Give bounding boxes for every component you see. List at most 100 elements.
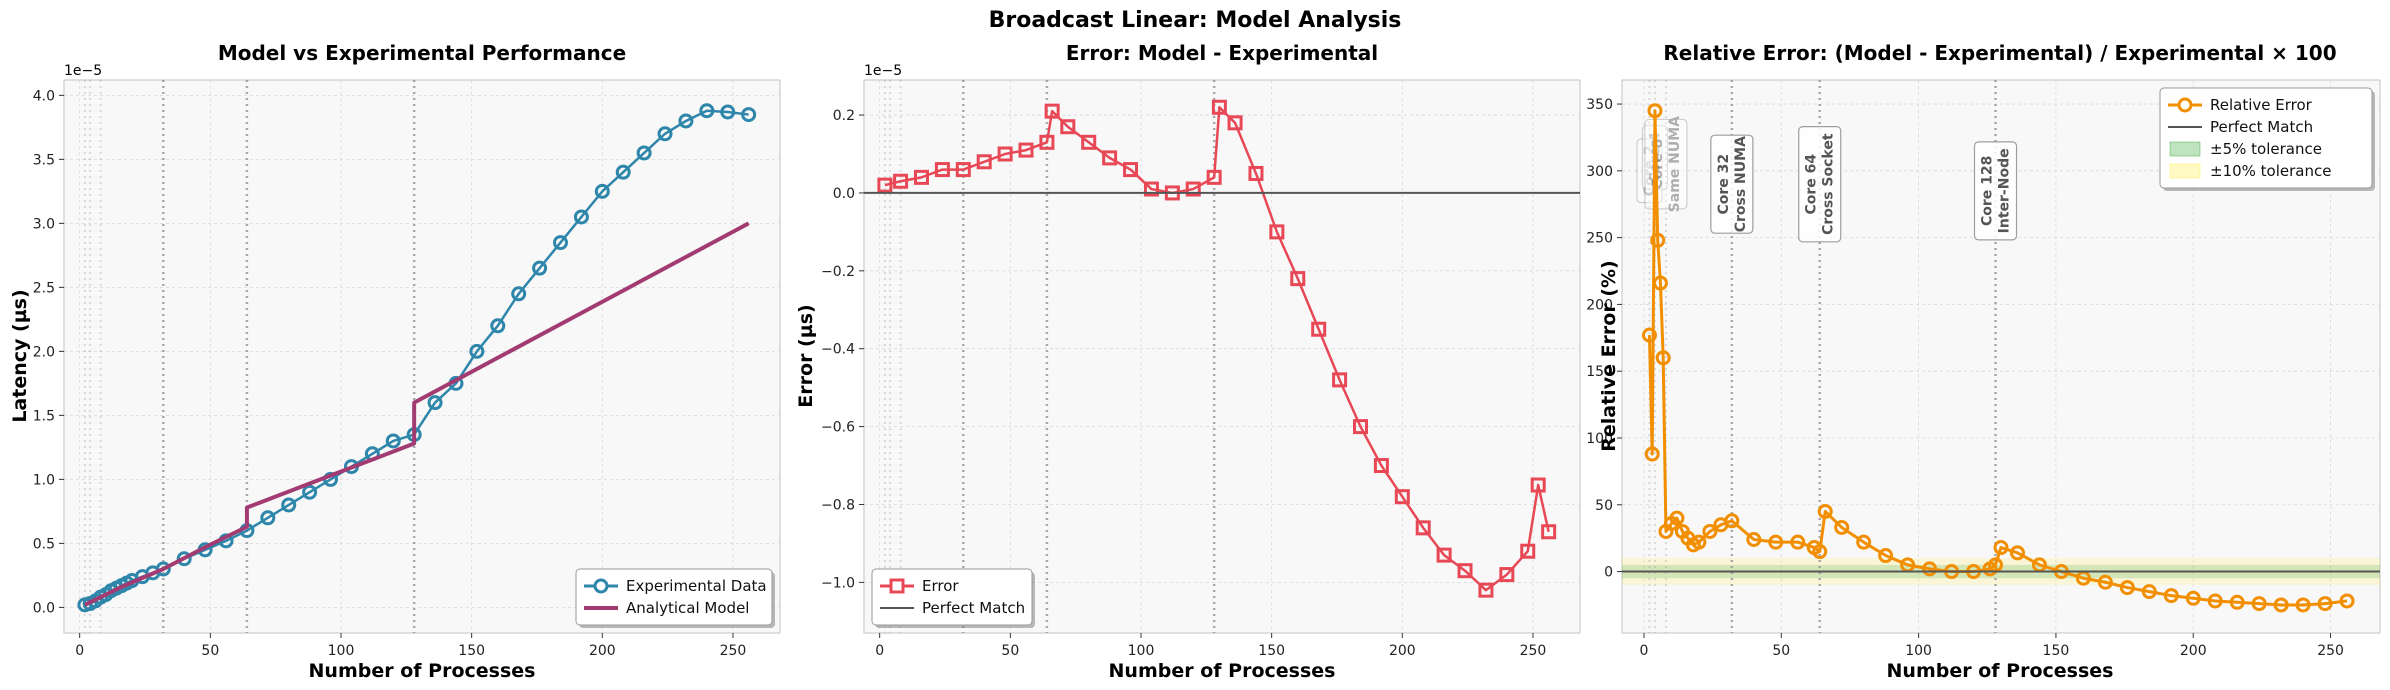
data-point <box>720 104 736 120</box>
data-point <box>1436 547 1452 563</box>
data-point <box>302 484 318 500</box>
data-point <box>976 154 992 170</box>
data-point <box>678 113 694 129</box>
legend-label: Analytical Model <box>626 599 749 617</box>
legend-label: Experimental Data <box>626 577 767 595</box>
x-tick-label: 250 <box>2317 643 2344 659</box>
legend-label: Error <box>922 577 959 595</box>
y-tick-label: 100 <box>1586 431 1613 447</box>
legend-box <box>2159 87 2373 189</box>
topology-marker-box <box>1710 134 1754 234</box>
data-point <box>1856 534 1872 550</box>
series <box>77 103 757 613</box>
data-point <box>573 209 589 225</box>
y-tick-label: −0.8 <box>821 497 855 513</box>
data-point <box>1724 513 1740 529</box>
y-axis-label: Relative Error (%) <box>1598 260 1620 452</box>
data-point <box>469 343 485 359</box>
legend: Error Perfect Match <box>871 568 1035 628</box>
legend-label: Perfect Match <box>922 599 1025 617</box>
data-point <box>1922 561 1938 577</box>
data-point <box>1650 232 1666 248</box>
x-axis-label: Number of Processes <box>309 660 536 682</box>
data-point <box>176 551 192 567</box>
data-point <box>1746 531 1762 547</box>
data-point <box>1102 150 1118 166</box>
topology-marker-label: Core 32 Cross NUMA <box>1710 134 1754 234</box>
data-point <box>1817 503 1833 519</box>
topology-marker-label: Core 8 Same NUMA <box>1644 116 1688 212</box>
y-tick-label: −0.4 <box>821 342 855 358</box>
x-tick-label: 200 <box>2180 643 2207 659</box>
x-axis-label: Number of Processes <box>1887 660 2114 682</box>
y-tick-label: 4.0 <box>33 88 55 104</box>
series-line-main <box>884 106 1550 592</box>
data-point <box>1541 524 1557 540</box>
legend-label: Perfect Match <box>2210 118 2313 136</box>
y-tick-label: 0.2 <box>833 108 855 124</box>
y-tick-label: 0.5 <box>33 536 55 552</box>
x-tick-label: 0 <box>75 643 84 659</box>
data-point <box>1768 534 1784 550</box>
legend: Experimental Data Analytical Model <box>575 568 775 628</box>
data-point <box>913 169 929 185</box>
legend-label: ±5% tolerance <box>2210 140 2322 158</box>
data-point <box>427 395 443 411</box>
legend-marker <box>593 578 609 594</box>
series <box>1622 103 2380 613</box>
data-point <box>1790 534 1806 550</box>
data-point <box>2229 594 2245 610</box>
y-axis-label: Latency (µs) <box>9 289 31 422</box>
topology-marker-text: Core 64 <box>1804 154 1820 215</box>
legend-marker <box>2177 97 2193 113</box>
data-point <box>1185 181 1201 197</box>
data-point <box>1530 477 1546 493</box>
data-point <box>490 318 506 334</box>
data-point <box>2207 593 2223 609</box>
topology-marker-label: Core 128 Inter-Node <box>1973 141 2018 241</box>
panel-title: Model vs Experimental Performance <box>218 41 626 65</box>
legend-label: Relative Error <box>2210 96 2313 114</box>
data-point <box>699 103 715 119</box>
y-tick-label: 0 <box>1604 565 1613 581</box>
data-point <box>1478 582 1494 598</box>
data-point <box>1457 563 1473 579</box>
data-point <box>1332 372 1348 388</box>
data-point <box>1812 544 1828 560</box>
offset-text: 1e−5 <box>864 63 902 79</box>
y-tick-label: 50 <box>1595 498 1613 514</box>
data-point <box>2295 597 2311 613</box>
data-point <box>893 173 909 189</box>
data-point <box>1211 99 1227 115</box>
data-point <box>2119 580 2135 596</box>
y-tick-label: 0.0 <box>833 186 855 202</box>
data-point <box>2097 574 2113 590</box>
panel-title: Relative Error: (Model - Experimental) /… <box>1663 41 2336 65</box>
x-tick-label: 150 <box>2043 643 2070 659</box>
topology-marker-text: Core 32 <box>1716 154 1732 215</box>
x-tick-label: 150 <box>1258 643 1285 659</box>
y-tick-label: 2.0 <box>33 344 55 360</box>
data-point <box>1644 446 1660 462</box>
plot-area <box>63 79 781 634</box>
topology-marker-box <box>1973 141 2018 241</box>
data-point <box>1834 519 1850 535</box>
data-point <box>1081 134 1097 150</box>
legend-swatch <box>2169 141 2201 157</box>
topology-marker-label: Core 64 Cross Socket <box>1798 125 1842 243</box>
axes: 0 50 100 150 200 250 −1.0 −0.8 −0.6 −0.4 −0.2 0.0 0.… <box>821 108 1546 659</box>
y-tick-label: 1.5 <box>33 408 55 424</box>
data-point <box>657 126 673 142</box>
data-point <box>1060 119 1076 135</box>
y-tick-label: 2.5 <box>33 280 55 296</box>
legend-box <box>575 568 773 626</box>
data-point <box>2339 593 2355 609</box>
data-point <box>1352 419 1368 435</box>
legend: Relative Error Perfect Match ±5% tolerance… <box>2159 87 2375 191</box>
data-point <box>1018 142 1034 158</box>
